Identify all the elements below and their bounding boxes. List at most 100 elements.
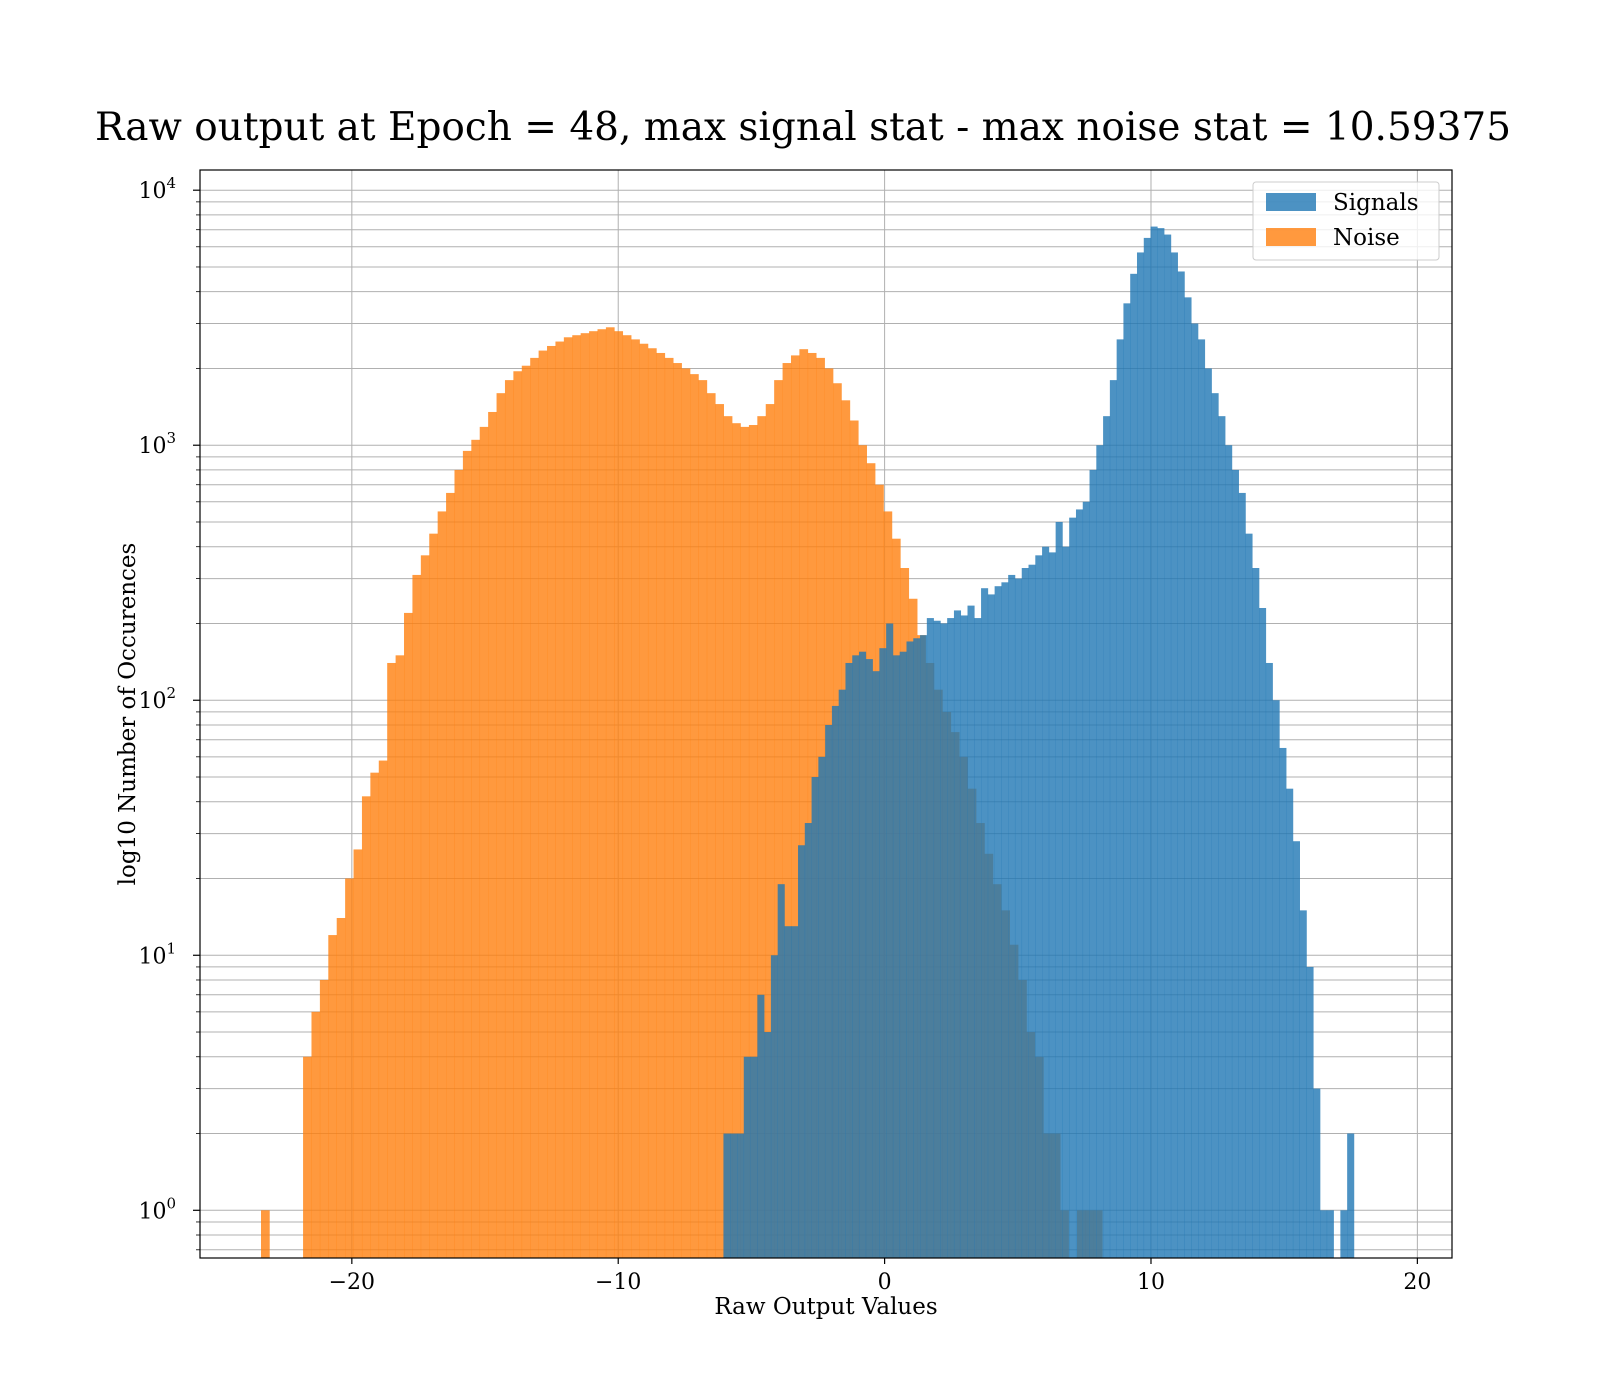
- signals-bar: [1069, 517, 1077, 1258]
- signals-bar: [1150, 226, 1158, 1259]
- signals-bar: [1103, 416, 1111, 1258]
- legend-swatch-noise: [1266, 228, 1316, 246]
- signals-bar: [1021, 568, 1029, 1258]
- signals-bar: [825, 724, 833, 1258]
- signals-bar: [1075, 509, 1084, 1258]
- noise-bar: [454, 469, 464, 1259]
- noise-bar: [647, 348, 657, 1258]
- signals-series-bars: [723, 226, 1355, 1259]
- signals-bar: [1055, 521, 1063, 1258]
- noise-bar: [462, 450, 472, 1258]
- noise-bar: [597, 329, 607, 1258]
- noise-bar: [664, 357, 674, 1258]
- noise-bar: [404, 612, 413, 1258]
- signals-bar: [1048, 552, 1056, 1258]
- noise-bar: [757, 416, 767, 1258]
- signals-bar: [777, 884, 785, 1258]
- noise-bar: [488, 411, 497, 1258]
- noise-bar: [530, 357, 539, 1258]
- noise-bar: [555, 341, 565, 1258]
- signals-bar: [743, 1056, 751, 1258]
- noise-bar: [437, 511, 447, 1258]
- signals-bar: [947, 618, 955, 1258]
- signals-bar: [1089, 469, 1097, 1259]
- signals-bar: [1096, 445, 1104, 1259]
- x-tick-label: 20: [1403, 1270, 1431, 1295]
- signals-bar: [974, 618, 982, 1258]
- noise-bar: [631, 339, 640, 1258]
- noise-bar: [395, 655, 405, 1258]
- noise-bar: [513, 371, 523, 1258]
- signals-bar: [899, 651, 907, 1258]
- y-tick-exponent: 0: [166, 1194, 176, 1212]
- noise-bar: [681, 368, 691, 1258]
- signals-bar: [1231, 469, 1239, 1259]
- signals-bar: [1320, 1210, 1328, 1258]
- noise-bar: [328, 935, 338, 1258]
- chart-title: Raw output at Epoch = 48, max signal sta…: [95, 105, 1511, 150]
- signals-bar: [1116, 339, 1124, 1258]
- noise-bar: [547, 345, 556, 1258]
- noise-bar: [740, 426, 750, 1258]
- noise-bar: [361, 796, 371, 1258]
- signals-bar: [1164, 234, 1172, 1259]
- signals-bar: [1218, 416, 1226, 1258]
- signals-bar: [737, 1133, 745, 1258]
- noise-bar: [622, 335, 632, 1259]
- signals-bar: [1299, 910, 1307, 1258]
- signals-bar: [933, 620, 941, 1258]
- signals-bar: [926, 618, 934, 1258]
- signals-bar: [1157, 228, 1165, 1259]
- y-tick-exponent: 4: [166, 174, 176, 192]
- y-tick-label: 103: [138, 429, 176, 459]
- signals-bar: [1136, 252, 1145, 1259]
- signals-bar: [859, 651, 867, 1258]
- signals-bar: [1340, 1210, 1348, 1258]
- noise-bar: [303, 1056, 312, 1258]
- signals-bar: [1306, 966, 1314, 1258]
- x-tick-label: 10: [1137, 1270, 1165, 1295]
- signals-bar: [1211, 393, 1219, 1258]
- signals-bar: [906, 641, 914, 1258]
- signals-bar: [770, 955, 778, 1258]
- noise-bar: [698, 380, 708, 1259]
- y-tick-label: 100: [138, 1194, 176, 1224]
- noise-bar: [521, 365, 531, 1258]
- signals-bar: [1001, 582, 1009, 1258]
- noise-bar: [639, 343, 649, 1258]
- signals-bar: [757, 994, 765, 1258]
- signals-bar: [1279, 747, 1287, 1258]
- noise-bar: [614, 331, 624, 1258]
- noise-bar: [673, 363, 682, 1258]
- signals-bar: [838, 689, 846, 1258]
- signals-bar: [913, 638, 921, 1258]
- signals-bar: [1347, 1133, 1355, 1258]
- noise-bar: [370, 772, 380, 1258]
- noise-bar: [572, 335, 581, 1259]
- x-tick-label: −10: [595, 1270, 641, 1295]
- signals-bar: [1062, 546, 1070, 1258]
- signals-bar: [798, 845, 806, 1258]
- y-tick-exponent: 3: [166, 429, 176, 447]
- signals-bar: [960, 615, 968, 1258]
- y-tick-exponent: 1: [166, 939, 176, 957]
- signals-bar: [723, 1133, 731, 1258]
- signals-bar: [1198, 339, 1206, 1258]
- signals-bar: [1130, 273, 1138, 1258]
- signals-bar: [1014, 578, 1023, 1258]
- noise-bar: [504, 380, 514, 1259]
- y-tick-label: 101: [138, 939, 176, 969]
- signals-bar: [1177, 271, 1185, 1258]
- noise-bar: [446, 492, 455, 1259]
- signals-bar: [1259, 607, 1267, 1258]
- legend-label-noise: Noise: [1333, 225, 1400, 251]
- noise-bar: [387, 662, 396, 1258]
- signals-bar: [852, 655, 860, 1258]
- signals-bar: [1035, 555, 1043, 1258]
- noise-bar: [765, 404, 775, 1259]
- signals-bar: [994, 586, 1002, 1258]
- signals-bar: [865, 659, 873, 1258]
- signals-bar: [791, 926, 799, 1258]
- signals-bar: [967, 605, 975, 1258]
